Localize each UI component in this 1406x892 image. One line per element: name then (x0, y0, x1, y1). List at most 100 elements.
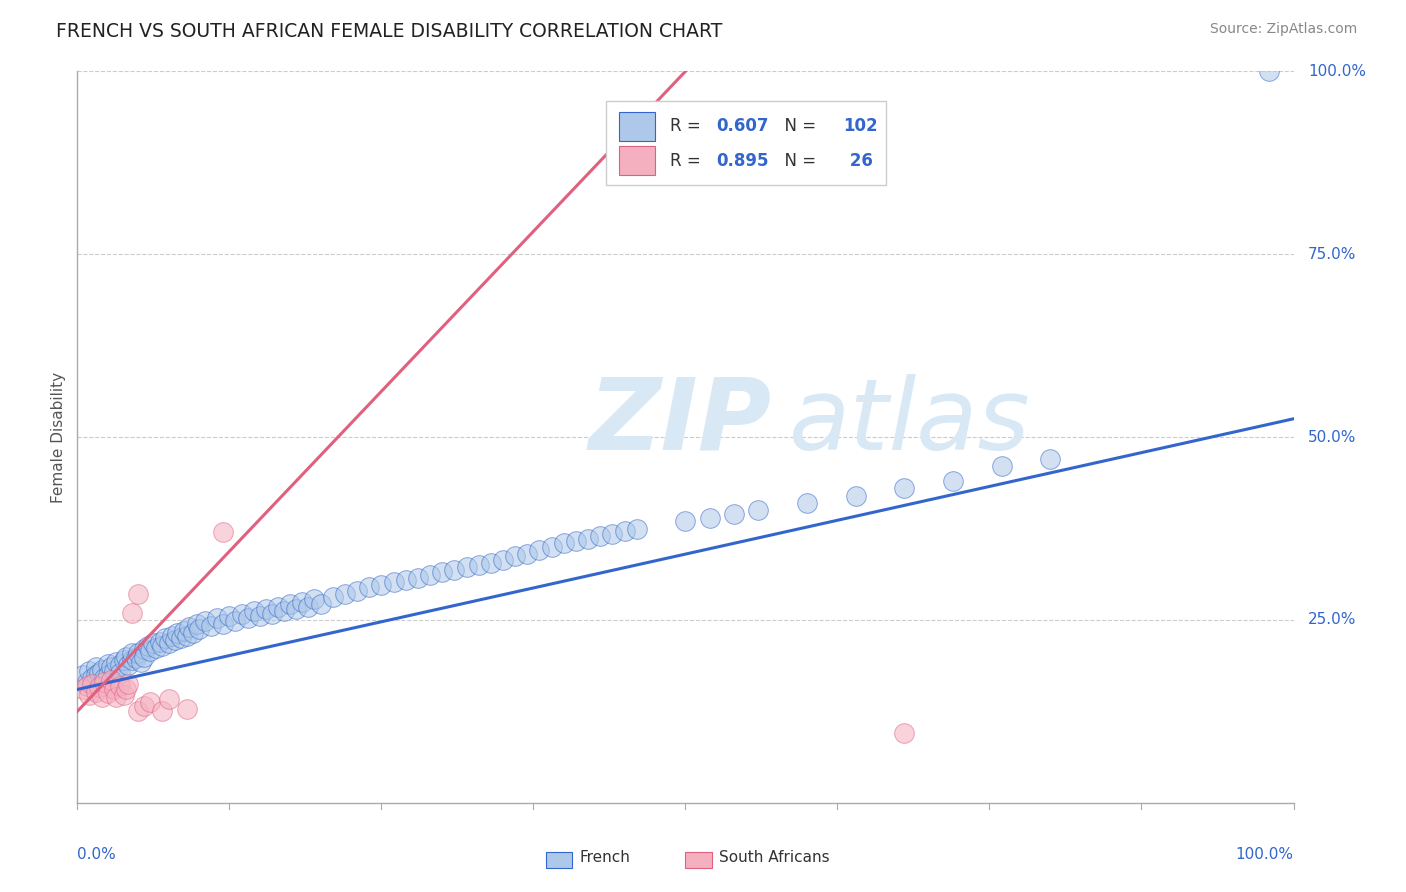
Point (103, 664, 125, 678)
Point (90, 690, 112, 704)
Point (1258, 64, 1281, 78)
Point (370, 578, 392, 592)
Point (89, 680, 111, 694)
Text: 100.0%: 100.0% (1236, 847, 1294, 862)
Point (93, 675, 115, 690)
Point (176, 629, 198, 643)
Point (893, 726, 915, 740)
Point (205, 611, 228, 625)
Point (186, 616, 208, 631)
Point (100, 660, 122, 674)
Point (699, 510, 721, 524)
Point (254, 602, 277, 616)
Point (242, 604, 264, 618)
Point (112, 688, 135, 702)
Point (121, 646, 143, 660)
Point (540, 540, 562, 554)
Text: 100.0%: 100.0% (1308, 64, 1367, 78)
Point (112, 653, 135, 667)
Point (90, 663, 112, 677)
Point (121, 653, 143, 667)
Point (80, 672, 103, 686)
Text: N =: N = (775, 117, 821, 136)
Point (84, 660, 107, 674)
Point (893, 481, 915, 495)
Point (89, 665, 111, 680)
Point (467, 558, 489, 573)
Point (576, 533, 599, 547)
Point (503, 549, 526, 563)
Point (516, 547, 538, 561)
Point (602, 526, 624, 541)
Point (845, 489, 868, 503)
Text: FRENCH VS SOUTH AFRICAN FEMALE DISABILITY CORRELATION CHART: FRENCH VS SOUTH AFRICAN FEMALE DISABILIT… (56, 22, 723, 41)
Point (1039, 452, 1062, 467)
Point (188, 622, 211, 636)
Point (108, 658, 131, 673)
Point (304, 592, 326, 607)
Point (108, 665, 131, 680)
FancyBboxPatch shape (619, 112, 655, 141)
Point (84, 667, 107, 681)
Point (76, 675, 98, 690)
Point (443, 563, 465, 577)
Point (134, 649, 156, 664)
Point (117, 658, 139, 673)
Point (125, 651, 148, 665)
Point (115, 649, 138, 664)
Point (79, 664, 101, 678)
Point (406, 570, 429, 584)
Point (72, 682, 94, 697)
Text: 0.607: 0.607 (716, 117, 768, 136)
Point (176, 702, 198, 716)
Point (194, 615, 217, 629)
Point (297, 599, 319, 614)
Point (382, 574, 405, 589)
Point (97, 686, 120, 700)
Point (121, 606, 143, 620)
FancyBboxPatch shape (606, 101, 886, 185)
Point (139, 695, 162, 709)
Point (170, 632, 193, 646)
Point (93, 672, 115, 686)
Point (613, 524, 636, 538)
Point (97, 667, 120, 681)
Point (565, 533, 588, 548)
Point (322, 590, 344, 604)
Point (553, 536, 575, 550)
Point (589, 529, 612, 543)
Point (346, 583, 368, 598)
Point (160, 629, 183, 643)
Text: 0.895: 0.895 (716, 152, 768, 169)
Point (224, 615, 246, 629)
Point (309, 597, 332, 611)
Point (163, 633, 186, 648)
Point (115, 682, 138, 697)
Point (212, 616, 235, 631)
Text: atlas: atlas (789, 374, 1031, 471)
Text: R =: R = (669, 117, 706, 136)
Point (285, 602, 308, 616)
Point (333, 587, 356, 601)
Text: 75.0%: 75.0% (1308, 247, 1357, 261)
Point (105, 690, 128, 704)
Point (80, 677, 103, 691)
Text: French: French (579, 850, 630, 865)
Point (142, 636, 165, 650)
Point (76, 679, 98, 693)
Point (157, 692, 180, 706)
Y-axis label: Female Disability: Female Disability (51, 371, 66, 503)
Point (152, 705, 174, 719)
Point (127, 587, 149, 601)
Text: 0.0%: 0.0% (77, 847, 117, 862)
Point (260, 607, 283, 621)
Point (456, 560, 478, 574)
Point (492, 553, 515, 567)
Point (267, 599, 290, 614)
Point (395, 573, 418, 587)
Point (134, 642, 156, 657)
Point (990, 459, 1012, 474)
Point (103, 682, 125, 697)
Point (212, 525, 235, 540)
Point (626, 521, 648, 535)
